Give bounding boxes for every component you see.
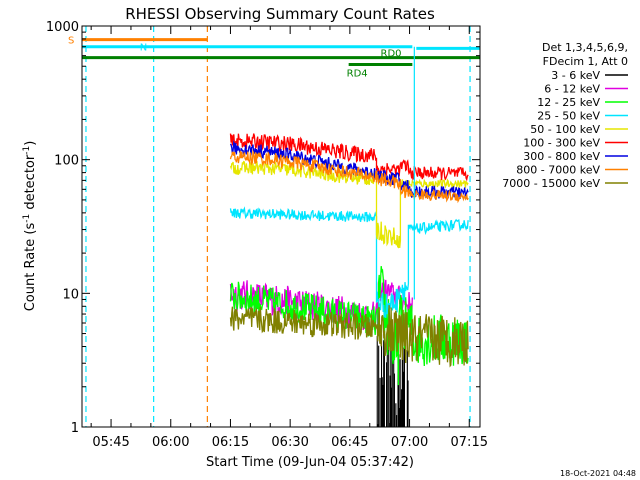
series-25-50-kev xyxy=(229,206,469,318)
legend-entry-label: 7000 - 15000 keV xyxy=(502,177,600,190)
y-tick-label: 10 xyxy=(62,287,79,302)
flag-label-rd4: RD4 xyxy=(347,69,368,80)
series-7000-15000-kev xyxy=(229,305,469,368)
series-line xyxy=(229,149,469,204)
legend-entry-label: 12 - 25 keV xyxy=(537,96,600,109)
axis-layer: 1 10 100 1000 05:45 06:00 06:15 06:30 06:45 07:00… xyxy=(46,20,488,450)
legend-entry-label: 25 - 50 keV xyxy=(537,110,600,123)
series-line xyxy=(229,133,469,182)
series-line xyxy=(229,305,469,368)
legend-entry-label: 3 - 6 keV xyxy=(551,69,600,82)
legend: Det 1,3,4,5,6,9, FDecim 1, Att 0 3 - 6 k… xyxy=(502,41,628,190)
flag-layer: S N RD0 RD4 xyxy=(68,36,480,300)
y-axis-label: Count Rate (s-1 detector-1) xyxy=(22,141,38,312)
series-layer xyxy=(229,133,469,427)
plot-area xyxy=(85,26,471,427)
flag-label-rd0: RD0 xyxy=(381,49,402,60)
y-tick-label: 1000 xyxy=(46,20,79,35)
legend-entry-label: 100 - 300 keV xyxy=(523,137,600,150)
flag-label-n: N xyxy=(140,43,147,54)
x-axis-label: Start Time (09-Jun-04 05:37:42) xyxy=(206,455,414,470)
x-tick-label: 06:15 xyxy=(212,435,249,450)
series-line xyxy=(229,206,469,318)
legend-entry-label: 6 - 12 keV xyxy=(544,83,600,96)
legend-header-line-2: FDecim 1, Att 0 xyxy=(543,55,628,68)
series-100-300-kev xyxy=(229,133,469,182)
plot-frame xyxy=(81,25,481,428)
x-tick-label: 06:30 xyxy=(271,435,308,450)
series-300-800-kev xyxy=(229,140,469,201)
x-tick-label: 05:45 xyxy=(92,435,129,450)
legend-header-line-1: Det 1,3,4,5,6,9, xyxy=(542,41,628,54)
x-tick-label: 07:00 xyxy=(391,435,428,450)
x-tick-label: 07:15 xyxy=(451,435,488,450)
chart-title: RHESSI Observing Summary Count Rates xyxy=(125,5,435,23)
x-tick-label: 06:00 xyxy=(152,435,189,450)
y-tick-label: 1 xyxy=(71,421,79,436)
flag-label-s: S xyxy=(68,36,74,47)
generation-timestamp: 18-Oct-2021 04:48 xyxy=(560,469,636,478)
series-line xyxy=(229,140,469,201)
x-tick-label: 06:45 xyxy=(331,435,368,450)
y-tick-label: 100 xyxy=(54,154,79,169)
legend-entry-label: 800 - 7000 keV xyxy=(516,164,600,177)
legend-entry-label: 300 - 800 keV xyxy=(523,150,600,163)
series-800-7000-kev xyxy=(229,149,469,204)
legend-entry-label: 50 - 100 keV xyxy=(530,123,600,136)
